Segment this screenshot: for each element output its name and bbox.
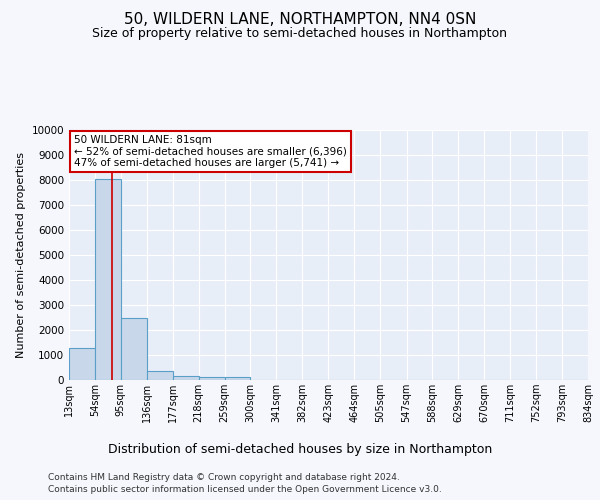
Text: 50 WILDERN LANE: 81sqm
← 52% of semi-detached houses are smaller (6,396)
47% of : 50 WILDERN LANE: 81sqm ← 52% of semi-det… (74, 135, 347, 168)
Bar (69, 348, 95, 380)
Bar (199, 377, 224, 380)
Bar (224, 377, 250, 380)
Text: 50, WILDERN LANE, NORTHAMPTON, NN4 0SN: 50, WILDERN LANE, NORTHAMPTON, NN4 0SN (124, 12, 476, 28)
Text: Size of property relative to semi-detached houses in Northampton: Size of property relative to semi-detach… (92, 28, 508, 40)
Y-axis label: Number of semi-detached properties: Number of semi-detached properties (16, 152, 26, 358)
Bar (95, 179, 121, 380)
Text: Distribution of semi-detached houses by size in Northampton: Distribution of semi-detached houses by … (108, 442, 492, 456)
Bar (147, 370, 173, 380)
Text: Contains public sector information licensed under the Open Government Licence v3: Contains public sector information licen… (48, 485, 442, 494)
Bar (173, 376, 199, 380)
Text: Contains HM Land Registry data © Crown copyright and database right 2024.: Contains HM Land Registry data © Crown c… (48, 472, 400, 482)
Bar (121, 318, 147, 380)
